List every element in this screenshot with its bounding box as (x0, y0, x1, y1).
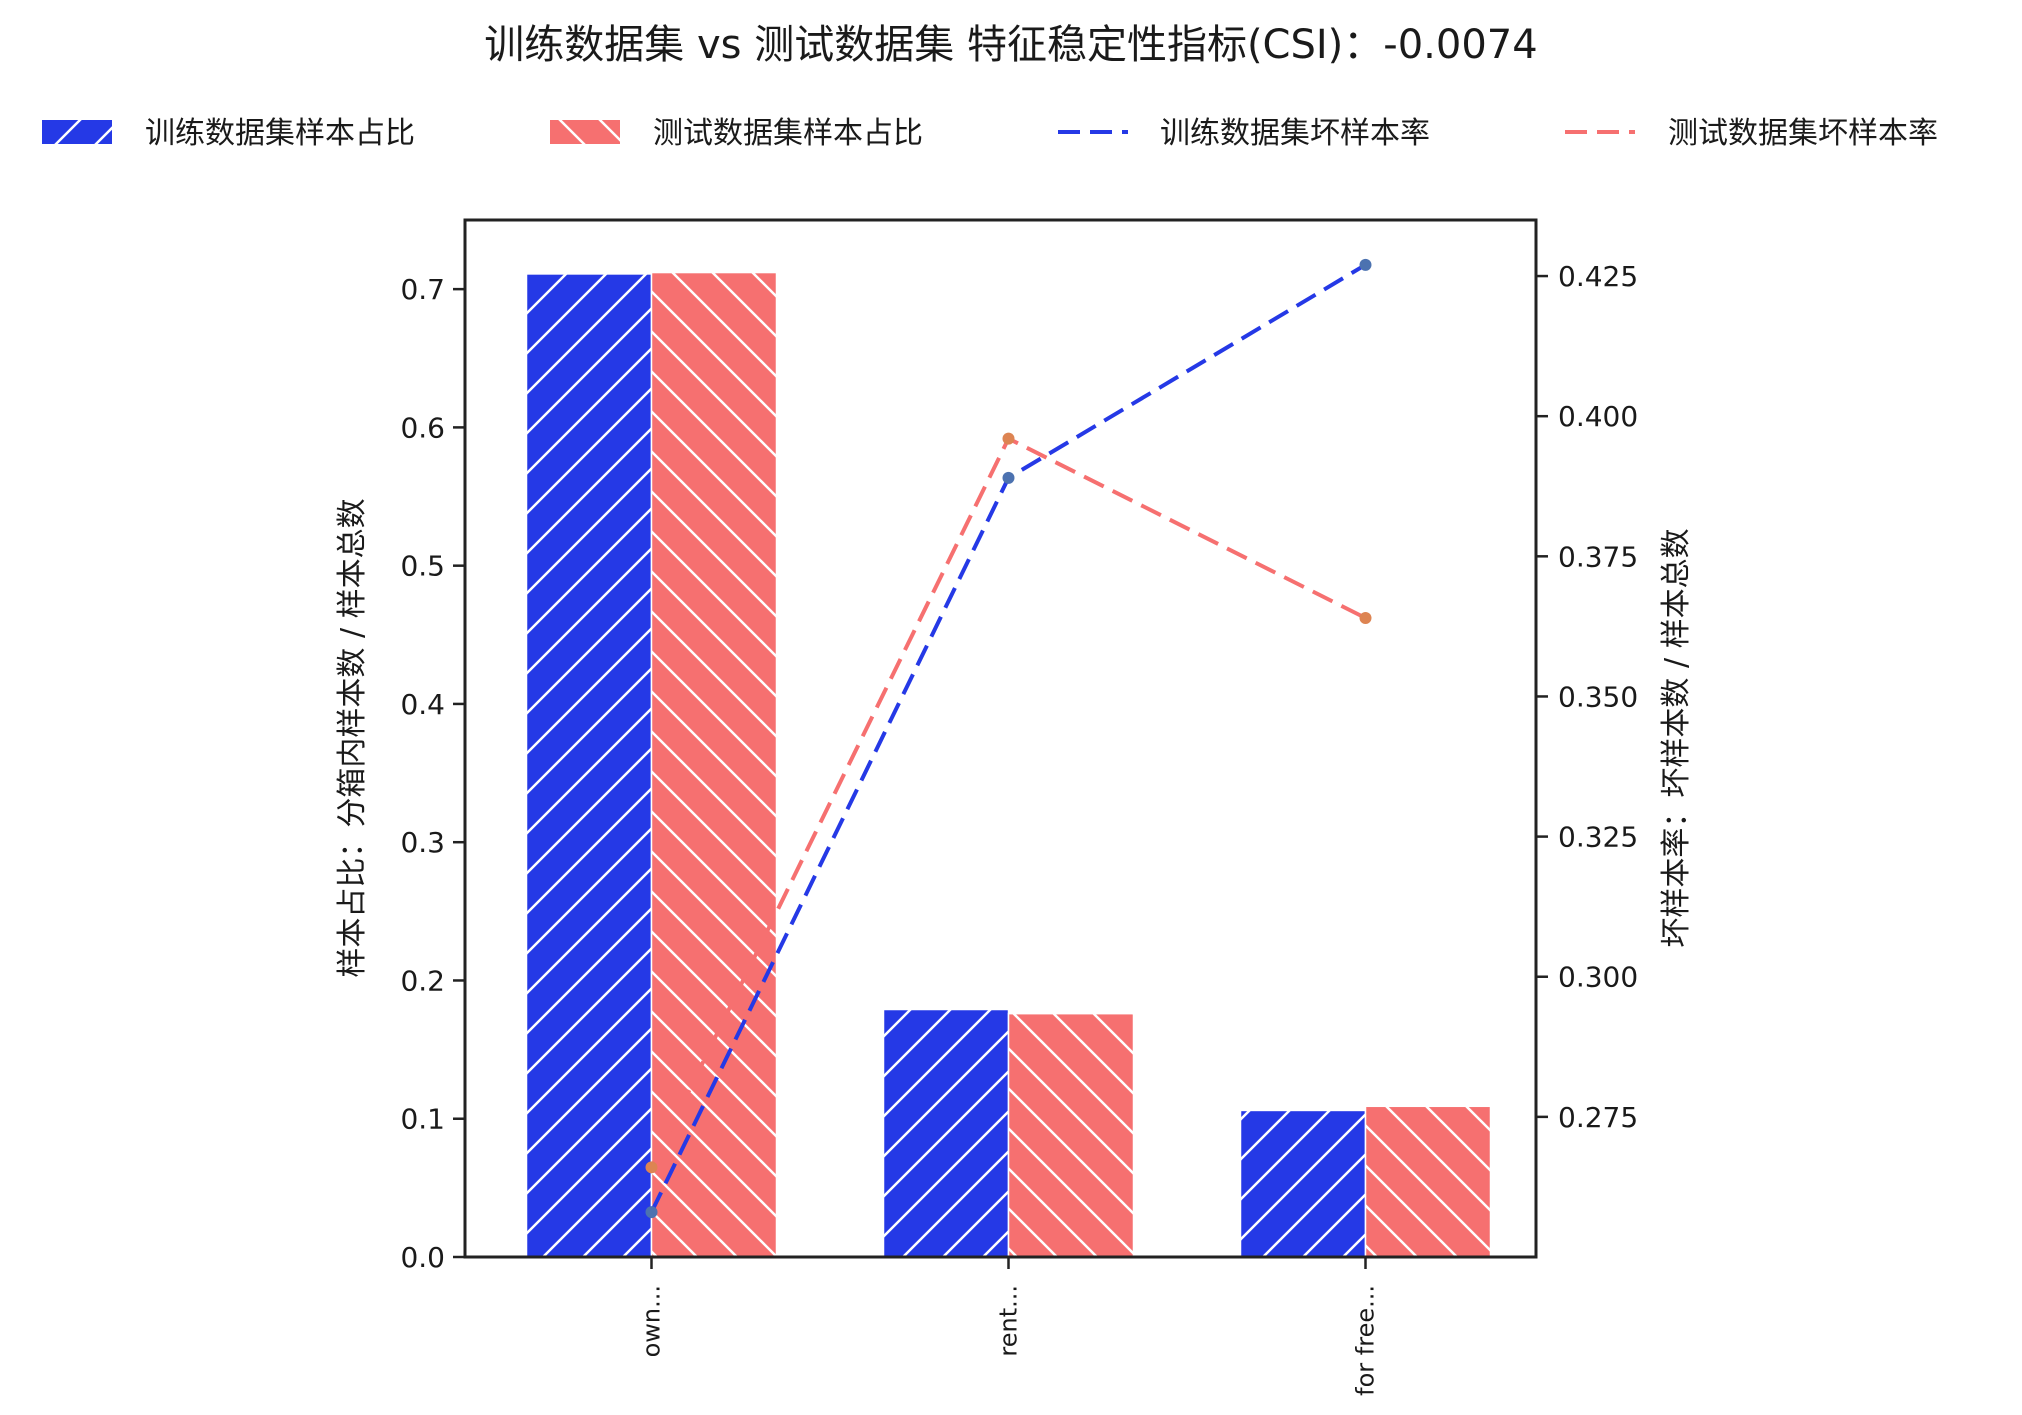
right-tick-label: 0.400 (1558, 400, 1638, 433)
category-label-1: rent... (995, 1285, 1023, 1357)
legend: 训练数据集样本占比 测试数据集样本占比 训练数据集坏样本率 测试数据集坏样本率 (42, 116, 1938, 151)
legend-swatch-train-share (42, 120, 112, 144)
legend-label-test-badrate: 测试数据集坏样本率 (1668, 116, 1938, 151)
point-test-1 (1002, 432, 1015, 445)
legend-swatch-test-share (550, 120, 620, 144)
left-tick-label: 0.4 (400, 688, 445, 721)
legend-label-test-share: 测试数据集样本占比 (653, 116, 923, 151)
left-tick-label: 0.5 (400, 550, 445, 583)
right-tick-label: 0.425 (1558, 260, 1638, 293)
point-train-0 (645, 1206, 658, 1219)
bars (525, 271, 1492, 1258)
left-tick-label: 0.7 (400, 273, 445, 306)
plot-area: 0.0 0.1 0.2 0.3 0.4 0.5 0.6 0.7 0.275 0.300 0.325… (400, 218, 1638, 1396)
category-label-0: own... (638, 1285, 666, 1357)
right-axis-ticks: 0.275 0.300 0.325 0.350 0.375 0.400 0.425 (1536, 260, 1638, 1134)
chart-title: 训练数据集 vs 测试数据集 特征稳定性指标(CSI)：-0.0074 (484, 22, 1537, 68)
left-tick-label: 0.3 (400, 826, 445, 859)
left-axis-ticks: 0.0 0.1 0.2 0.3 0.4 0.5 0.6 0.7 (400, 273, 465, 1274)
point-train-1 (1002, 471, 1015, 484)
legend-item-train-badrate: 训练数据集坏样本率 (1058, 116, 1430, 151)
category-axis-ticks: own... rent... for free... (638, 1257, 1380, 1396)
legend-item-train-share: 训练数据集样本占比 (42, 116, 415, 151)
bar-train-1 (882, 1008, 1010, 1258)
right-tick-label: 0.325 (1558, 821, 1638, 854)
bar-test-2 (1364, 1105, 1492, 1258)
point-test-2 (1359, 611, 1372, 624)
left-tick-label: 0.0 (400, 1241, 445, 1274)
legend-item-test-share: 测试数据集样本占比 (550, 116, 923, 151)
legend-label-train-badrate: 训练数据集坏样本率 (1160, 116, 1430, 151)
bar-test-0 (650, 271, 778, 1258)
left-axis-label: 样本占比：分箱内样本数 / 样本总数 (335, 498, 370, 977)
category-label-2: for free... (1352, 1285, 1380, 1396)
legend-label-train-share: 训练数据集样本占比 (145, 116, 415, 151)
bar-train-0 (525, 273, 653, 1258)
bar-test-1 (1007, 1012, 1135, 1258)
left-tick-label: 0.2 (400, 964, 445, 997)
point-test-0 (645, 1161, 658, 1174)
right-tick-label: 0.275 (1558, 1101, 1638, 1134)
lines (645, 258, 1372, 1219)
right-tick-label: 0.300 (1558, 961, 1638, 994)
right-axis-label: 坏样本率：坏样本数 / 样本总数 (1659, 528, 1694, 947)
legend-item-test-badrate: 测试数据集坏样本率 (1565, 116, 1938, 151)
right-tick-label: 0.350 (1558, 680, 1638, 713)
right-tick-label: 0.375 (1558, 540, 1638, 573)
bar-train-2 (1239, 1109, 1367, 1258)
plot-frame (463, 218, 1538, 1259)
left-tick-label: 0.1 (400, 1103, 445, 1136)
left-tick-label: 0.6 (400, 411, 445, 444)
point-train-2 (1359, 258, 1372, 271)
